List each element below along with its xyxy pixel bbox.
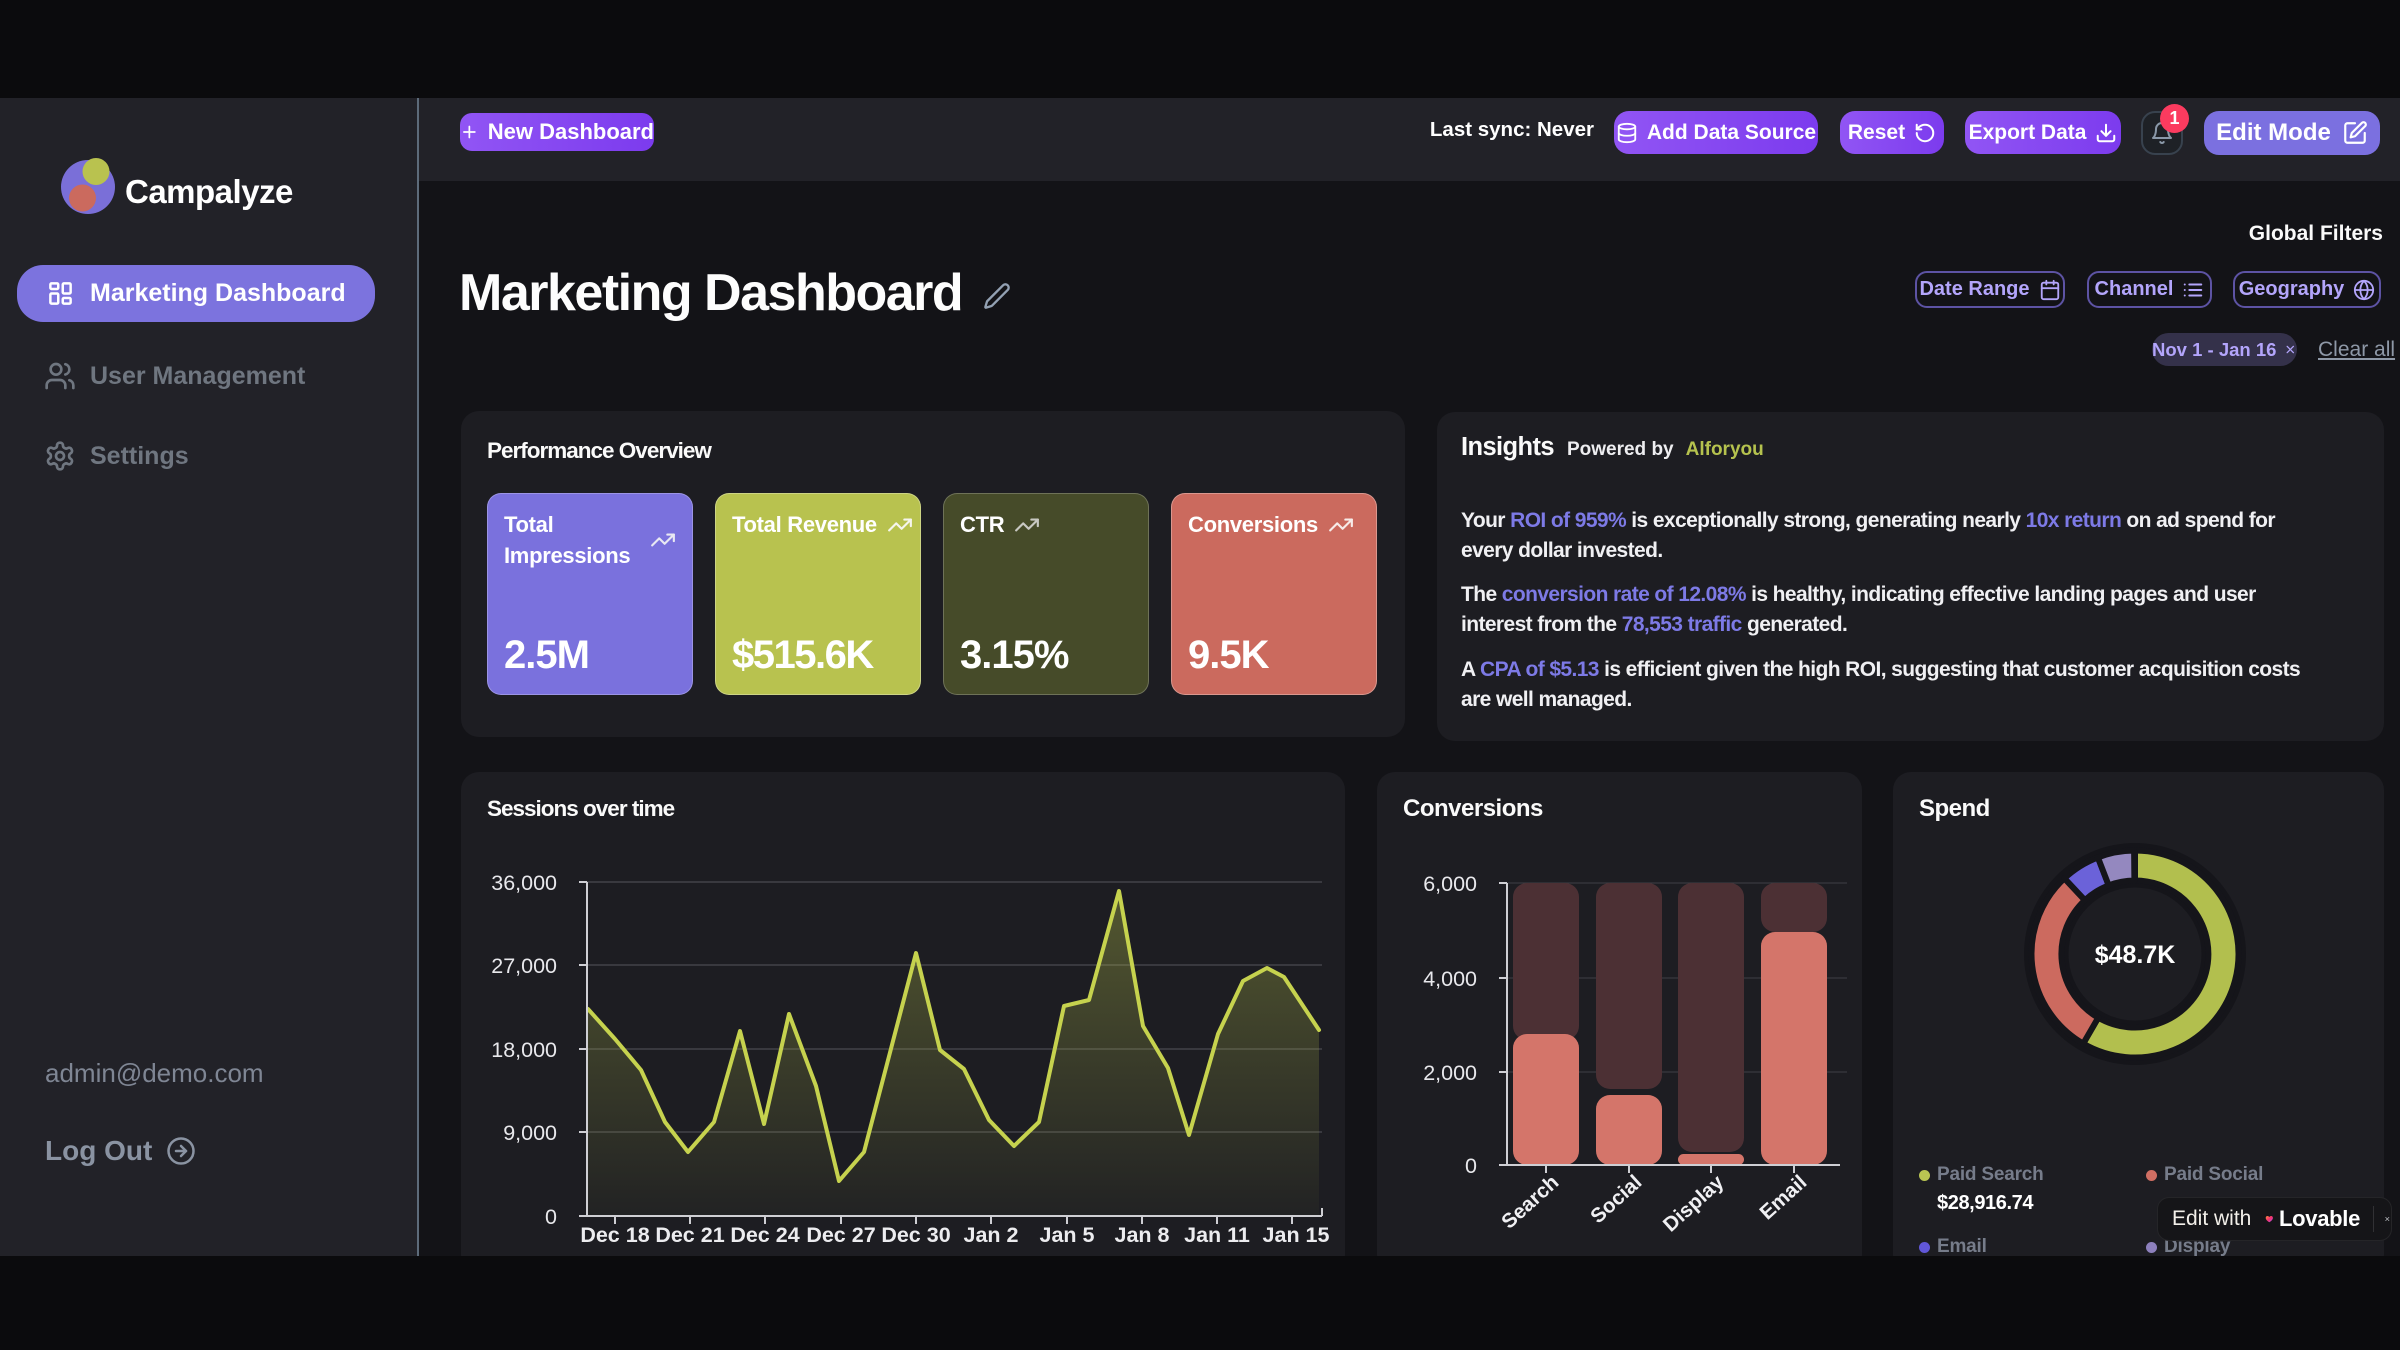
svg-text:36,000: 36,000 — [491, 871, 557, 895]
svg-text:0: 0 — [1465, 1154, 1477, 1178]
svg-text:Display: Display — [1659, 1170, 1729, 1236]
svg-text:Email: Email — [1755, 1171, 1811, 1225]
svg-text:$48.7K: $48.7K — [2095, 941, 2176, 969]
svg-text:Jan 11: Jan 11 — [1184, 1223, 1250, 1247]
svg-text:18,000: 18,000 — [491, 1038, 557, 1062]
svg-text:4,000: 4,000 — [1423, 967, 1477, 991]
svg-text:Jan 2: Jan 2 — [964, 1223, 1019, 1247]
svg-text:Social: Social — [1586, 1171, 1646, 1229]
svg-text:Dec 30: Dec 30 — [881, 1223, 950, 1247]
svg-text:Jan 15: Jan 15 — [1263, 1223, 1330, 1247]
svg-text:Dec 24: Dec 24 — [730, 1223, 799, 1247]
svg-text:Dec 27: Dec 27 — [806, 1223, 875, 1247]
svg-text:Search: Search — [1497, 1171, 1563, 1234]
svg-text:9,000: 9,000 — [503, 1121, 557, 1145]
svg-text:Jan 8: Jan 8 — [1115, 1223, 1170, 1247]
svg-text:Dec 18: Dec 18 — [580, 1223, 649, 1247]
svg-text:6,000: 6,000 — [1423, 872, 1477, 896]
svg-text:0: 0 — [545, 1205, 557, 1229]
svg-text:27,000: 27,000 — [491, 954, 557, 978]
svg-text:Jan 5: Jan 5 — [1040, 1223, 1095, 1247]
svg-text:Dec 21: Dec 21 — [655, 1223, 724, 1247]
svg-text:2,000: 2,000 — [1423, 1061, 1477, 1085]
